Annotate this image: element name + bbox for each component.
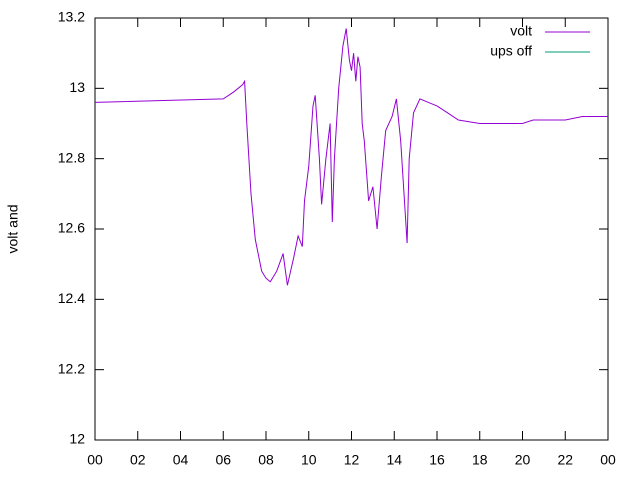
x-tick-label: 16 — [429, 452, 445, 468]
data-line — [94, 28, 608, 286]
y-tick-label: 13 — [69, 79, 85, 95]
legend-label: ups off — [490, 43, 532, 59]
x-tick-label: 00 — [600, 452, 616, 468]
y-axis-label: volt and — [5, 204, 21, 253]
plot-border — [94, 17, 609, 441]
y-tick-label: 12.2 — [58, 360, 85, 376]
x-tick-label: 04 — [173, 452, 189, 468]
x-tick-label: 10 — [301, 452, 317, 468]
y-tick-label: 12.4 — [58, 290, 85, 306]
x-tick-label: 20 — [515, 452, 531, 468]
y-tick-label: 12 — [69, 431, 85, 447]
y-tick-label: 12.8 — [58, 149, 85, 165]
x-tick-label: 14 — [386, 452, 402, 468]
x-tick-label: 00 — [87, 452, 103, 468]
x-tick-label: 08 — [258, 452, 274, 468]
x-tick-label: 12 — [344, 452, 360, 468]
x-tick-label: 22 — [557, 452, 573, 468]
y-tick-label: 13.2 — [58, 9, 85, 25]
y-tick-label: 12.6 — [58, 220, 85, 236]
x-tick-label: 02 — [130, 452, 146, 468]
x-tick-label: 06 — [215, 452, 231, 468]
legend-label: volt — [510, 23, 532, 39]
x-tick-label: 18 — [472, 452, 488, 468]
